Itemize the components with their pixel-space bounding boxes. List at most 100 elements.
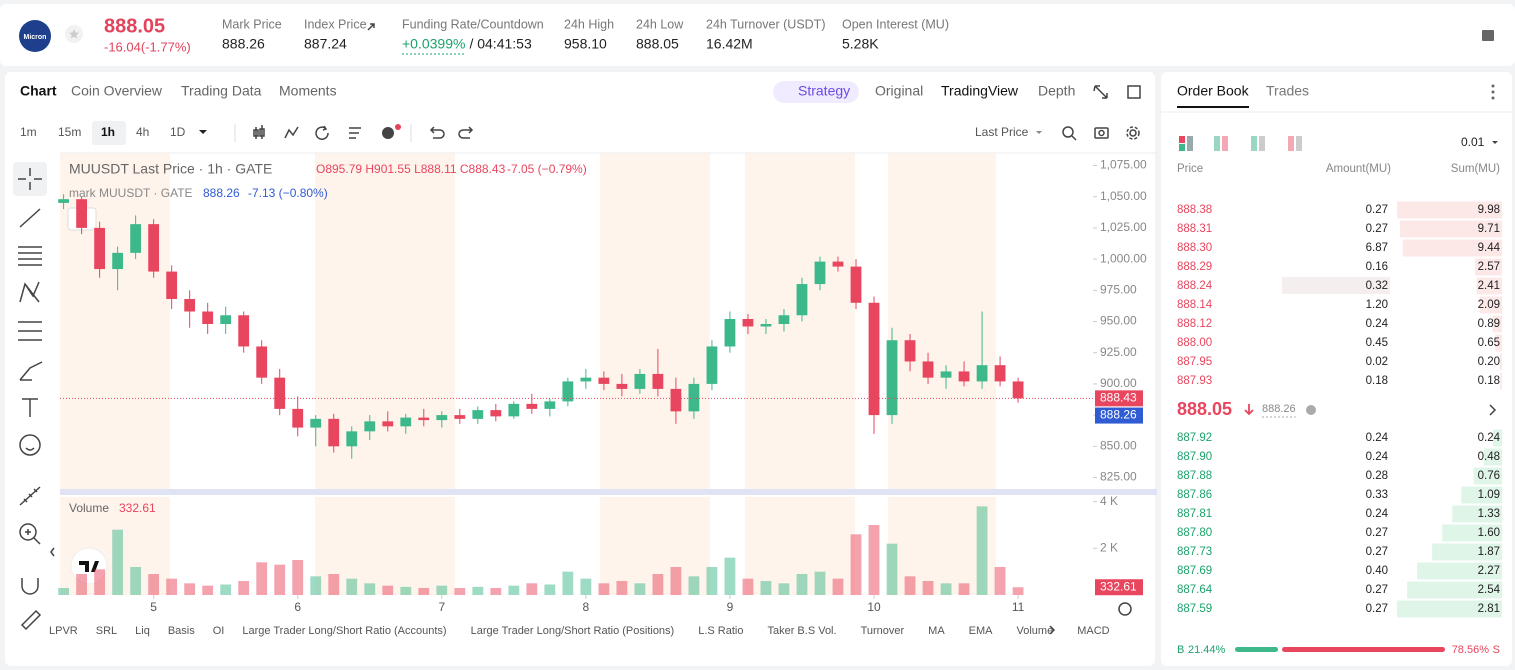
mid-price: 888.05 (1177, 399, 1232, 419)
indicator-icon[interactable] (382, 127, 394, 139)
candle-body (274, 377, 286, 409)
view-tab[interactable]: Depth (1038, 83, 1075, 99)
x-tick-label: 7 (438, 600, 445, 614)
window-icon[interactable] (1127, 85, 1141, 99)
ob-price[interactable]: 887.80 (1177, 527, 1212, 539)
ob-price[interactable]: 888.29 (1177, 261, 1212, 273)
interval[interactable]: 1m (20, 125, 37, 139)
interval[interactable]: 4h (136, 125, 149, 139)
fullscreen-icon[interactable] (1093, 85, 1108, 99)
ob-price[interactable]: 887.86 (1177, 489, 1212, 501)
stat-value[interactable]: +0.0399% (402, 36, 465, 52)
ob-amount: 0.18 (1366, 375, 1388, 387)
depth-bar (1492, 315, 1502, 333)
ob-price[interactable]: 887.90 (1177, 451, 1212, 463)
ob-price[interactable]: 887.73 (1177, 546, 1212, 558)
depth-bar (1495, 334, 1502, 352)
ob-price[interactable]: 888.14 (1177, 299, 1213, 311)
chart-tab[interactable]: Coin Overview (71, 83, 163, 99)
candle-body (688, 383, 700, 412)
layout-icons[interactable] (1179, 136, 1302, 151)
ob-price[interactable]: 887.59 (1177, 603, 1212, 615)
ob-tab[interactable]: Trades (1266, 83, 1309, 99)
depth-bar (1397, 600, 1502, 618)
ob-price[interactable]: 887.92 (1177, 432, 1212, 444)
indicator[interactable]: Large Trader Long/Short Ratio (Positions… (471, 625, 675, 637)
x-tick-label: 8 (583, 600, 590, 614)
chart-tab[interactable]: Trading Data (181, 83, 262, 99)
indicator[interactable]: L.S Ratio (698, 625, 743, 637)
view-tab[interactable]: Strategy (798, 83, 850, 99)
indicator[interactable]: Volume (1017, 625, 1054, 637)
interval[interactable]: 1h (101, 125, 115, 139)
candle-body (724, 319, 736, 347)
indicator[interactable]: EMA (969, 625, 994, 637)
indicator[interactable]: Basis (168, 625, 195, 637)
view-tab[interactable]: Original (875, 83, 923, 99)
indicator[interactable]: Turnover (861, 625, 905, 637)
depth-bar (1397, 201, 1502, 219)
volume-bar (184, 583, 196, 595)
mark-price-box (1095, 407, 1143, 424)
book-icon[interactable] (1482, 30, 1494, 41)
candle-body (544, 401, 556, 409)
collapse-arrow[interactable] (50, 547, 55, 557)
ob-tab[interactable]: Order Book (1177, 83, 1250, 99)
info-icon[interactable] (1306, 405, 1316, 415)
volume-bar (724, 557, 736, 595)
ob-amount: 0.24 (1366, 508, 1389, 520)
precision[interactable]: 0.01 (1461, 135, 1485, 149)
ob-price[interactable]: 887.93 (1177, 375, 1212, 387)
ob-price[interactable]: 887.81 (1177, 508, 1212, 520)
candle-body (580, 377, 592, 382)
volume-bar (454, 588, 466, 595)
indicator[interactable]: Liq (135, 625, 150, 637)
toolbar-icons[interactable] (253, 125, 1140, 141)
depth-bar (1432, 543, 1502, 561)
ob-price[interactable]: 888.24 (1177, 280, 1213, 292)
indicator[interactable]: Large Trader Long/Short Ratio (Accounts) (242, 625, 446, 637)
price-type[interactable]: Last Price (975, 125, 1029, 139)
ob-price[interactable]: 887.64 (1177, 584, 1213, 596)
ob-amount: 1.20 (1366, 299, 1388, 311)
ob-price[interactable]: 888.12 (1177, 318, 1212, 330)
more-icon[interactable] (1491, 84, 1495, 100)
volume-bar (832, 578, 844, 595)
external-link-icon[interactable] (367, 23, 375, 31)
interval[interactable]: 15m (58, 125, 81, 139)
volume-bar (472, 586, 484, 595)
interval[interactable]: 1D (170, 125, 186, 139)
countdown: / 04:41:53 (469, 36, 531, 52)
ob-price[interactable]: 888.31 (1177, 223, 1212, 235)
candle-body (976, 365, 988, 382)
expand-arrow[interactable] (1489, 404, 1497, 416)
ob-price[interactable]: 887.95 (1177, 356, 1212, 368)
header-panel (0, 4, 1515, 66)
chart-tab[interactable]: Chart (20, 83, 57, 99)
last-price-box (1095, 390, 1143, 407)
drawing-tools[interactable] (18, 168, 43, 631)
volume-bar (976, 506, 988, 595)
x-tick-label: 6 (294, 600, 301, 614)
indicator[interactable]: MA (928, 625, 945, 637)
candle-body (706, 346, 718, 384)
settings-icon[interactable] (1118, 602, 1132, 616)
ob-amount: 0.24 (1366, 451, 1389, 463)
volume-bar (634, 583, 646, 595)
indicator[interactable]: SRL (96, 625, 117, 637)
indicator[interactable]: LPVR (49, 625, 78, 637)
scroll-arrow[interactable] (1049, 625, 1056, 635)
ob-price[interactable]: 887.88 (1177, 470, 1212, 482)
indicator[interactable]: MACD (1077, 625, 1109, 637)
view-tab[interactable]: TradingView (941, 83, 1019, 99)
ob-sum: 9.44 (1478, 242, 1501, 254)
ob-price[interactable]: 888.30 (1177, 242, 1212, 254)
price-change: -16.04(-1.77%) (104, 39, 191, 54)
ob-price[interactable]: 888.00 (1177, 337, 1212, 349)
ob-price[interactable]: 888.38 (1177, 204, 1212, 216)
indicator[interactable]: Taker B.S Vol. (767, 625, 836, 637)
chart-tab[interactable]: Moments (279, 83, 337, 99)
indicator[interactable]: OI (213, 625, 225, 637)
ob-price[interactable]: 887.69 (1177, 565, 1212, 577)
ob-amount: 0.33 (1366, 489, 1388, 501)
